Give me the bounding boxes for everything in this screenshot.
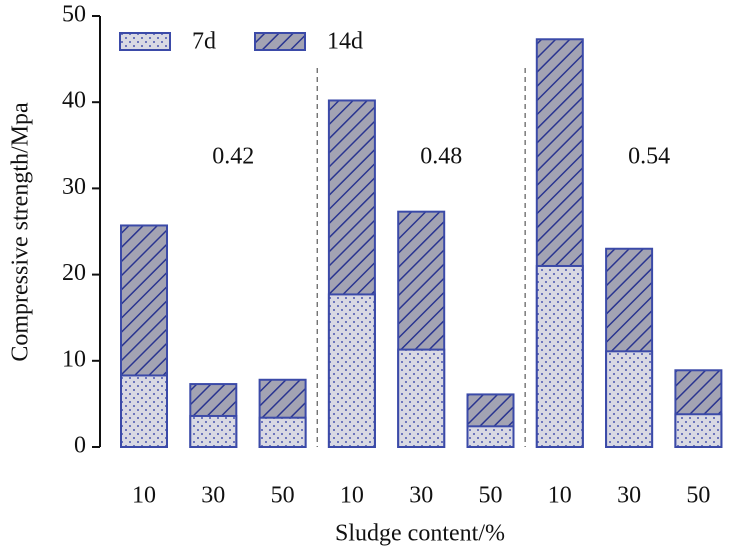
legend-label: 14d [327,29,363,55]
y-tick-label: 0 [74,433,86,459]
group-label: 0.42 [212,144,254,170]
y-tick-label: 40 [62,88,86,114]
bar [258,416,307,448]
x-tick-label: 10 [340,483,364,509]
bar [535,264,584,449]
y-tick-label: 10 [62,346,86,372]
x-tick-label: 50 [479,483,503,509]
x-tick-label: 10 [132,483,156,509]
x-tick-label: 30 [201,483,225,509]
legend-swatch [119,32,171,51]
group-label: 0.48 [420,144,462,170]
bar [120,374,168,449]
bar [189,414,238,448]
x-tick-label: 30 [409,483,433,509]
x-tick-label: 30 [617,483,641,509]
legend-swatch [254,32,306,51]
bar [466,425,515,449]
y-tick-label: 30 [62,174,86,200]
x-tick-label: 10 [548,483,572,509]
x-axis-label: Sludge content/% [335,521,505,547]
bar [327,293,376,448]
y-tick-label: 20 [62,260,86,286]
legend-label: 7d [192,29,216,55]
y-axis-label: Compressive strength/Mpa [8,102,34,362]
x-tick-label: 50 [271,483,295,509]
group-label: 0.54 [628,144,670,170]
bar [397,348,446,448]
bar [674,413,723,448]
bar [605,350,654,448]
y-tick-label: 50 [62,2,86,28]
x-tick-label: 50 [686,483,710,509]
